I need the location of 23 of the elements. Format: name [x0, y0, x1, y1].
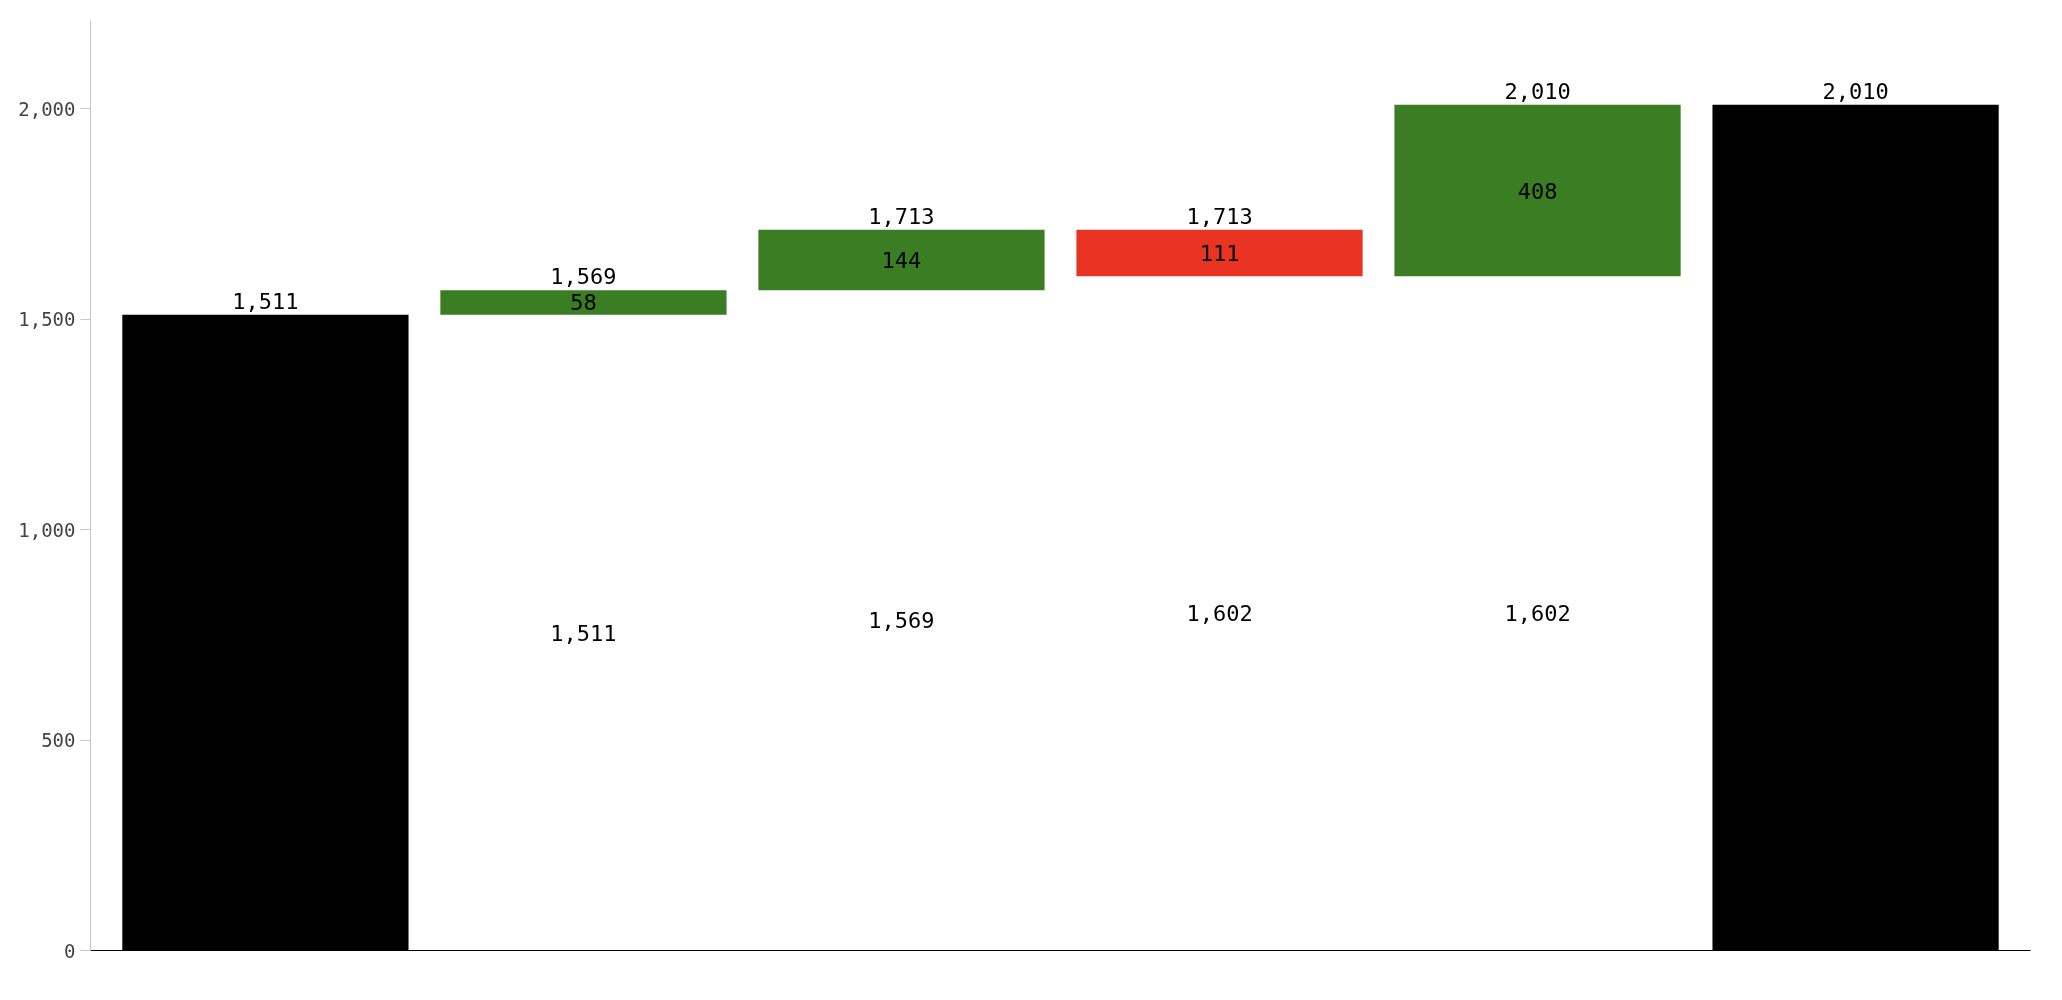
annotation: 1,569 — [868, 608, 935, 634]
bar — [1394, 104, 1681, 277]
annotation: 1,511 — [550, 620, 617, 646]
data-label: 144 — [881, 247, 922, 273]
annotation: 2,010 — [1504, 78, 1571, 104]
y-tick-label: 0 — [64, 939, 76, 962]
y-tick-label: 1,500 — [18, 308, 76, 331]
y-tick-label: 500 — [41, 729, 76, 752]
y-tick-label: 2,000 — [18, 97, 76, 120]
bar — [758, 229, 1045, 291]
y-tick-label: 1,000 — [18, 518, 76, 541]
annotation: 1,713 — [1186, 203, 1253, 229]
data-label: 111 — [1199, 241, 1240, 266]
annotation: 1,713 — [868, 203, 935, 229]
data-label: 58 — [570, 290, 597, 316]
bar — [1076, 229, 1363, 277]
annotation: 2,010 — [1822, 78, 1889, 104]
annotation: 1,602 — [1186, 601, 1253, 627]
annotation: 1,602 — [1504, 601, 1571, 627]
annotation: 1,511 — [232, 288, 299, 314]
bar — [440, 290, 727, 315]
data-label: 408 — [1517, 178, 1558, 204]
annotation: 1,569 — [550, 264, 617, 290]
